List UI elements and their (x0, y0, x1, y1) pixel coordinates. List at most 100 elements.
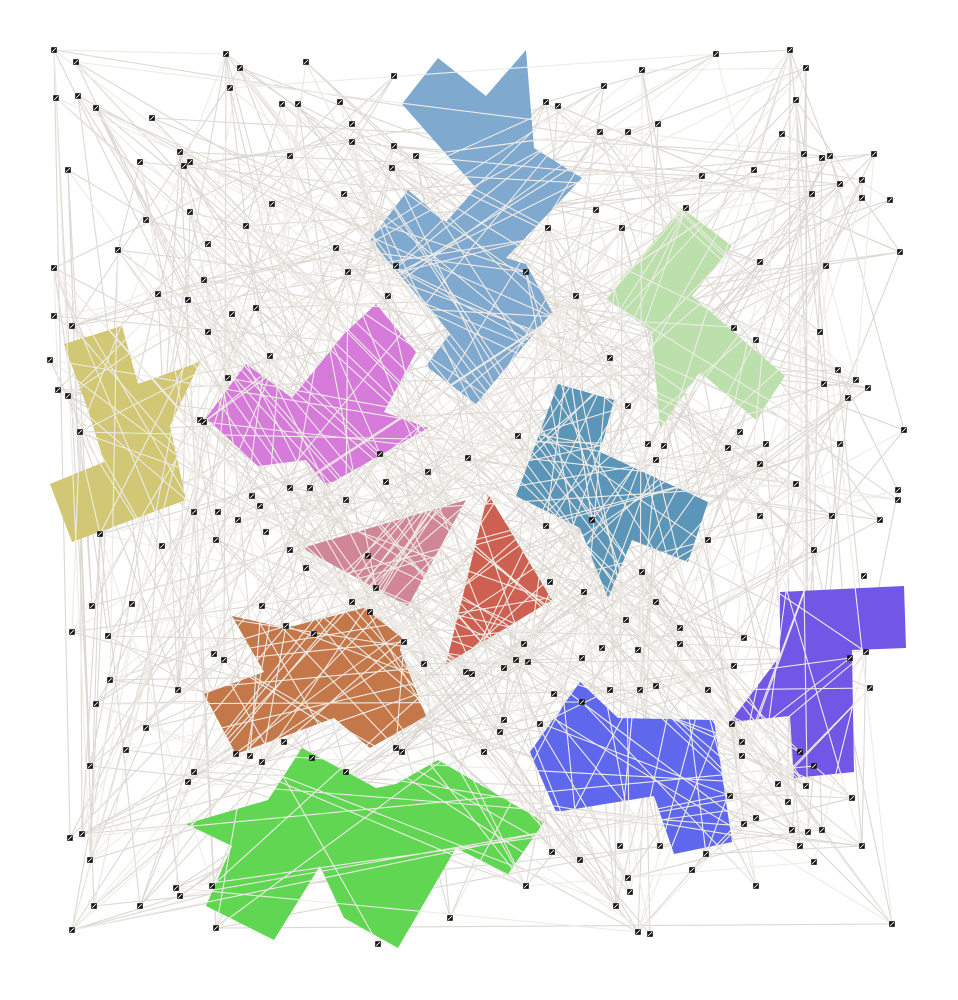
network-edge (627, 831, 809, 879)
network-edge (305, 567, 639, 933)
network-edge (707, 539, 757, 887)
network-node (197, 417, 203, 423)
network-edge (215, 357, 611, 541)
network-edge (67, 169, 485, 753)
network-node (269, 201, 275, 207)
network-node (653, 683, 659, 689)
network-node (757, 259, 763, 265)
network-node (87, 763, 93, 769)
network-edge (189, 161, 527, 273)
nodes-layer (47, 47, 907, 947)
network-node (55, 387, 61, 393)
network-node (349, 599, 355, 605)
network-edge (255, 75, 395, 309)
network-edge (53, 49, 227, 55)
network-node (367, 609, 373, 615)
network-node (201, 277, 207, 283)
network-node (79, 831, 85, 837)
network-edge (527, 295, 577, 663)
network-edge (503, 515, 833, 669)
network-edge (231, 153, 875, 315)
network-edge (281, 103, 741, 433)
network-node (827, 153, 833, 159)
network-edge (503, 207, 687, 721)
network-node (309, 755, 315, 761)
network-node (625, 129, 631, 135)
network-edge (95, 679, 111, 705)
network-node (797, 843, 803, 849)
network-edge (177, 643, 681, 691)
network-node (613, 903, 619, 909)
network-edge (81, 193, 345, 835)
network-node (739, 739, 745, 745)
network-edge (269, 61, 307, 357)
network-edge (483, 689, 611, 753)
network-node (365, 553, 371, 559)
network-edge (811, 193, 863, 847)
network-edge (227, 377, 899, 501)
network-edge (825, 265, 857, 381)
network-edge (483, 49, 791, 753)
network-edge (813, 765, 853, 799)
network-edge (285, 625, 863, 847)
network-node (513, 657, 519, 663)
network-node (787, 47, 793, 53)
network-edge (67, 395, 379, 945)
network-node (573, 293, 579, 299)
network-node (389, 165, 395, 171)
network-node (69, 927, 75, 933)
network-edge (423, 131, 629, 665)
network-node (53, 95, 59, 101)
network-edge (57, 389, 629, 879)
network-node (727, 793, 733, 799)
network-edge (187, 299, 505, 669)
network-edge (245, 155, 417, 227)
network-node (725, 445, 731, 451)
network-edge (183, 165, 741, 433)
network-node (689, 867, 695, 873)
network-edge (237, 443, 767, 521)
network-node (177, 893, 183, 899)
network-node (385, 293, 391, 299)
network-node (859, 195, 865, 201)
network-node (751, 167, 757, 173)
network-edge (229, 53, 717, 89)
network-node (225, 375, 231, 381)
network-node (579, 699, 585, 705)
network-node (243, 223, 249, 229)
shape-red (446, 494, 552, 664)
network-edge (795, 99, 901, 253)
network-edge (189, 211, 527, 887)
network-node (337, 99, 343, 105)
network-edge (269, 355, 801, 847)
network-edge (503, 667, 629, 879)
network-edge (239, 67, 793, 831)
network-edge (281, 103, 377, 589)
network-node (829, 513, 835, 519)
network-node (283, 623, 289, 629)
network-edge (449, 339, 757, 919)
network-node (191, 509, 197, 515)
network-node (801, 151, 807, 157)
network-edge (343, 155, 831, 195)
network-node (645, 441, 651, 447)
network-node (849, 795, 855, 801)
network-edge (415, 155, 813, 195)
network-edge (813, 651, 867, 863)
network-node (877, 517, 883, 523)
network-edge (271, 203, 553, 853)
network-edge (837, 369, 899, 491)
network-edge (71, 895, 181, 931)
network-edge (177, 211, 191, 691)
network-edge (335, 247, 527, 273)
network-node (237, 65, 243, 71)
network-edge (213, 591, 585, 655)
network-edge (351, 123, 761, 517)
network-node (87, 857, 93, 863)
network-edge (741, 657, 851, 743)
network-node (469, 671, 475, 677)
network-edge (741, 651, 867, 757)
network-node (349, 139, 355, 145)
network-node (639, 67, 645, 73)
network-node (93, 701, 99, 707)
